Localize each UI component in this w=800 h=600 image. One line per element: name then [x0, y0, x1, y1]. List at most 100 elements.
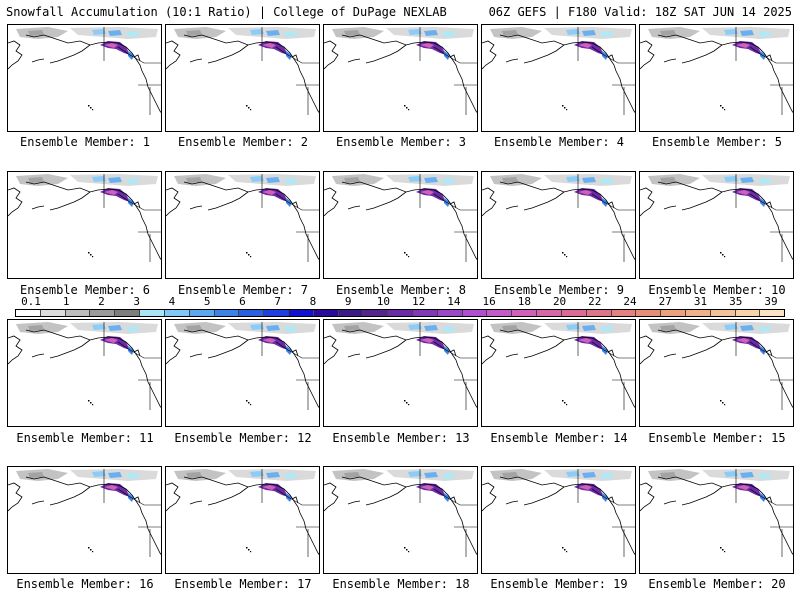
colorbar-tick-label: 9	[344, 295, 352, 308]
snowfall-map	[8, 320, 161, 426]
ensemble-map-panel	[639, 24, 794, 132]
snowfall-map	[640, 25, 793, 131]
colorbar-swatch	[586, 310, 612, 316]
snowfall-map	[166, 25, 319, 131]
snowfall-map	[166, 172, 319, 278]
colorbar-swatch	[264, 310, 289, 316]
ensemble-map-panel	[639, 319, 794, 427]
ensemble-member-label: Ensemble Member: 8	[335, 283, 467, 297]
colorbar-swatch	[487, 310, 513, 316]
colorbar-swatch	[735, 310, 761, 316]
ensemble-member-label: Ensemble Member: 6	[19, 283, 151, 297]
colorbar-swatch	[239, 310, 265, 316]
colorbar-tick-label: 5	[203, 295, 211, 308]
colorbar-swatch	[413, 310, 438, 316]
ensemble-map-panel	[481, 171, 636, 279]
colorbar-swatch	[16, 310, 41, 316]
colorbar-tick-label: 39	[764, 295, 778, 308]
colorbar-swatch	[661, 310, 686, 316]
ensemble-member-label: Ensemble Member: 11	[16, 431, 154, 445]
ensemble-map-panel	[639, 466, 794, 574]
colorbar-tick-label: 20	[552, 295, 567, 308]
ensemble-map-panel	[7, 319, 162, 427]
snowfall-map	[640, 172, 793, 278]
ensemble-member-label: Ensemble Member: 2	[177, 135, 309, 149]
colorbar-tick-label: 18	[517, 295, 531, 308]
colorbar-tick-label: 4	[168, 295, 176, 308]
ensemble-member-label: Ensemble Member: 10	[648, 283, 786, 297]
colorbar-swatch	[214, 310, 240, 316]
colorbar-swatch	[363, 310, 389, 316]
snowfall-map	[166, 467, 319, 573]
colorbar-swatch	[40, 310, 66, 316]
colorbar-tick-label: 2	[98, 295, 105, 308]
colorbar-swatch	[760, 310, 785, 316]
snowfall-map	[324, 467, 477, 573]
ensemble-member-label: Ensemble Member: 18	[332, 577, 470, 591]
snowfall-map	[324, 320, 477, 426]
colorbar-tick-label: 0.1	[21, 295, 41, 308]
snowfall-map	[482, 25, 635, 131]
colorbar-tick-label: 24	[623, 295, 637, 308]
colorbar-swatch	[338, 310, 364, 316]
ensemble-member-label: Ensemble Member: 16	[16, 577, 154, 591]
ensemble-map-panel	[323, 171, 478, 279]
ensemble-member-label: Ensemble Member: 9	[493, 283, 625, 297]
ensemble-map-panel	[165, 171, 320, 279]
colorbar-swatch	[313, 310, 339, 316]
ensemble-map-panel	[165, 319, 320, 427]
colorbar-swatch	[65, 310, 91, 316]
ensemble-map-panel	[165, 24, 320, 132]
colorbar-tick-label: 35	[729, 295, 743, 308]
run-info: 06Z GEFS | F180 Valid: 18Z SAT JUN 14 20…	[488, 5, 792, 19]
ensemble-member-label: Ensemble Member: 4	[493, 135, 625, 149]
colorbar-tick-label: 10	[376, 295, 390, 308]
snowfall-map	[482, 320, 635, 426]
ensemble-member-label: Ensemble Member: 13	[332, 431, 470, 445]
colorbar-swatch	[512, 310, 538, 316]
ensemble-map-panel	[481, 319, 636, 427]
ensemble-member-label: Ensemble Member: 1	[19, 135, 151, 149]
ensemble-member-label: Ensemble Member: 7	[177, 283, 309, 297]
snowfall-map	[8, 172, 161, 278]
map-title: Snowfall Accumulation (10:1 Ratio) | Col…	[6, 5, 447, 19]
colorbar-swatch	[164, 310, 190, 316]
ensemble-member-label: Ensemble Member: 14	[490, 431, 628, 445]
colorbar-tick-label: 16	[482, 295, 496, 308]
snowfall-map	[640, 320, 793, 426]
snowfall-colorbar	[15, 309, 785, 317]
colorbar-swatch	[140, 310, 165, 316]
colorbar-swatch	[710, 310, 736, 316]
snowfall-map	[640, 467, 793, 573]
colorbar-swatch	[288, 310, 314, 316]
snowfall-map	[166, 320, 319, 426]
colorbar-swatch	[636, 310, 662, 316]
colorbar-tick-label: 6	[239, 295, 246, 308]
colorbar-swatch	[115, 310, 141, 316]
ensemble-map-panel	[7, 24, 162, 132]
snowfall-map	[8, 467, 161, 573]
colorbar-tick-label: 27	[658, 295, 672, 308]
ensemble-member-label: Ensemble Member: 5	[651, 135, 783, 149]
ensemble-map-panel	[323, 466, 478, 574]
colorbar-swatch	[90, 310, 116, 316]
colorbar-tick-label: 12	[411, 295, 426, 308]
colorbar-labels: 0.1 1 2 3 4 5 6 7 8 9 10 12 14 16 18 20 22 24 27 31 35 39	[15, 296, 785, 309]
ensemble-map-panel	[481, 466, 636, 574]
colorbar-tick-label: 31	[693, 295, 708, 308]
colorbar-tick-label: 22	[588, 295, 602, 308]
snowfall-map	[8, 25, 161, 131]
colorbar-tick-label: 8	[309, 295, 317, 308]
colorbar-tick-label: 3	[133, 295, 141, 308]
colorbar-swatch	[388, 310, 413, 316]
ensemble-map-panel	[323, 319, 478, 427]
colorbar-swatch	[537, 310, 562, 316]
colorbar-swatch	[611, 310, 637, 316]
ensemble-member-label: Ensemble Member: 19	[490, 577, 628, 591]
snowfall-map	[324, 172, 477, 278]
ensemble-map-panel	[323, 24, 478, 132]
ensemble-map-panel	[639, 171, 794, 279]
colorbar-tick-label: 7	[274, 295, 281, 308]
snowfall-map	[482, 172, 635, 278]
ensemble-map-panel	[481, 24, 636, 132]
